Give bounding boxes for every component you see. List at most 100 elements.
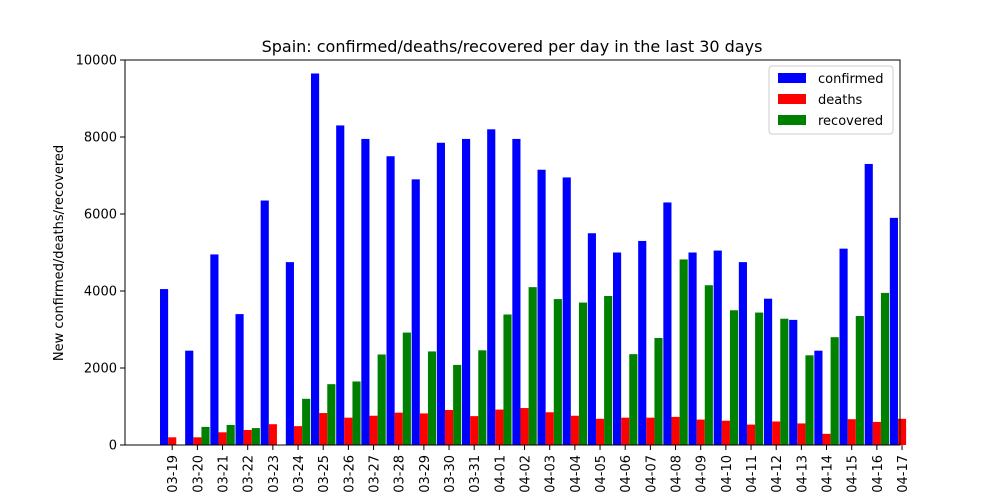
bar-deaths-03-21 [218, 432, 227, 445]
bar-confirmed-04-12 [764, 298, 773, 445]
x-tick-label: 04-16 [871, 455, 886, 493]
bar-recovered-03-22 [251, 428, 260, 445]
x-tick-label: 03-30 [443, 455, 458, 493]
bar-deaths-04-06 [621, 417, 630, 445]
y-tick-label: 6000 [84, 208, 117, 223]
bar-confirmed-03-30 [436, 142, 445, 445]
x-tick-label: 03-26 [342, 455, 357, 493]
bar-recovered-04-16 [880, 292, 890, 445]
chart-title: Spain: confirmed/deaths/recovered per da… [262, 37, 763, 56]
bar-confirmed-04-13 [789, 319, 798, 446]
x-tick-label: 03-23 [267, 455, 282, 493]
bar-confirmed-04-04 [562, 177, 571, 445]
bar-deaths-04-03 [545, 412, 554, 445]
bar-deaths-03-27 [369, 415, 378, 445]
y-axis-label: New confirmed/deaths/recovered [52, 145, 67, 361]
bar-recovered-04-10 [729, 310, 739, 445]
bar-deaths-03-26 [344, 417, 353, 445]
x-tick-label: 04-17 [896, 455, 911, 493]
bar-recovered-03-24 [302, 398, 311, 445]
bar-confirmed-03-29 [411, 179, 420, 445]
bar-deaths-03-22 [243, 429, 252, 445]
x-tick-label: 04-15 [846, 455, 861, 493]
x-tick-label: 04-12 [770, 455, 785, 493]
x-tick-label: 04-04 [569, 455, 584, 493]
bar-confirmed-04-06 [613, 252, 622, 445]
x-tick-label: 04-01 [493, 455, 508, 493]
x-tick-label: 03-31 [468, 455, 483, 493]
y-axis: 0 2000 4000 6000 8000 10000 [76, 54, 125, 454]
bar-confirmed-04-14 [814, 350, 823, 445]
bar-deaths-03-29 [419, 413, 428, 445]
bar-confirmed-03-28 [386, 156, 395, 445]
bar-recovered-04-11 [755, 312, 764, 445]
y-tick-label: 4000 [84, 285, 117, 300]
bar-deaths-03-30 [444, 409, 454, 445]
bar-deaths-03-20 [193, 437, 202, 445]
bar-confirmed-04-03 [537, 169, 546, 446]
bar-recovered-04-02 [528, 287, 537, 445]
y-tick-label: 2000 [84, 362, 117, 377]
legend-swatch-deaths [778, 94, 806, 104]
bar-deaths-04-04 [570, 415, 579, 445]
bar-deaths-03-31 [470, 416, 479, 446]
bar-confirmed-03-27 [361, 138, 370, 445]
bar-confirmed-03-26 [336, 125, 345, 445]
x-tick-label: 04-10 [720, 455, 735, 493]
bar-deaths-04-08 [671, 416, 680, 445]
bar-recovered-03-29 [427, 351, 437, 445]
bar-confirmed-03-21 [210, 254, 219, 445]
x-tick-label: 04-06 [619, 455, 634, 493]
bar-recovered-04-04 [578, 302, 588, 445]
bar-confirmed-03-22 [235, 314, 244, 445]
bar-recovered-03-27 [377, 354, 386, 445]
x-tick-label: 03-21 [217, 455, 232, 493]
bar-confirmed-03-25 [311, 73, 320, 445]
y-tick-label: 0 [109, 439, 117, 454]
x-tick-label: 03-20 [191, 455, 206, 493]
legend-label-confirmed: confirmed [818, 72, 884, 87]
bar-confirmed-04-07 [638, 240, 647, 445]
bar-deaths-04-17 [897, 418, 907, 445]
x-tick-label: 04-13 [795, 455, 810, 493]
bar-recovered-03-28 [402, 332, 411, 445]
bar-recovered-03-26 [352, 381, 361, 445]
bar-deaths-04-09 [696, 419, 705, 445]
bar-recovered-03-20 [201, 426, 210, 445]
bar-confirmed-04-09 [688, 252, 697, 445]
bar-confirmed-04-08 [663, 202, 672, 445]
bar-confirmed-03-19 [160, 289, 169, 445]
bar-confirmed-03-23 [260, 200, 269, 445]
x-axis: 03-19 03-20 03-21 03-22 03-23 03-24 03-25 03-26… [166, 445, 911, 493]
bar-recovered-04-15 [855, 316, 864, 445]
bar-recovered-04-01 [503, 314, 512, 445]
bar-deaths-03-28 [394, 412, 403, 445]
plot-frame [124, 59, 901, 446]
bar-confirmed-04-10 [713, 250, 722, 445]
bar-confirmed-04-17 [889, 217, 898, 445]
bar-recovered-03-25 [327, 384, 336, 445]
bar-recovered-04-07 [654, 337, 663, 445]
bar-confirmed-04-16 [864, 163, 873, 445]
bar-confirmed-04-05 [587, 233, 596, 445]
bar-recovered-03-31 [478, 350, 487, 445]
bar-confirmed-03-20 [185, 350, 194, 445]
bar-recovered-04-09 [704, 285, 713, 445]
x-tick-label: 03-24 [292, 455, 307, 493]
x-tick-label: 03-27 [368, 455, 383, 493]
legend: confirmed deaths recovered [768, 65, 894, 135]
bar-deaths-04-01 [495, 409, 504, 445]
bar-recovered-04-14 [830, 337, 839, 445]
bar-deaths-04-12 [772, 421, 781, 445]
bar-deaths-04-05 [595, 418, 605, 445]
bar-deaths-03-23 [268, 424, 277, 445]
bar-deaths-04-07 [646, 417, 655, 445]
bar-confirmed-04-11 [738, 262, 747, 446]
bar-recovered-04-05 [604, 296, 613, 445]
x-tick-label: 04-08 [670, 455, 685, 493]
x-tick-label: 03-29 [418, 455, 433, 493]
bar-confirmed-03-31 [462, 138, 471, 445]
legend-label-recovered: recovered [818, 114, 883, 129]
x-tick-label: 04-11 [745, 455, 760, 493]
